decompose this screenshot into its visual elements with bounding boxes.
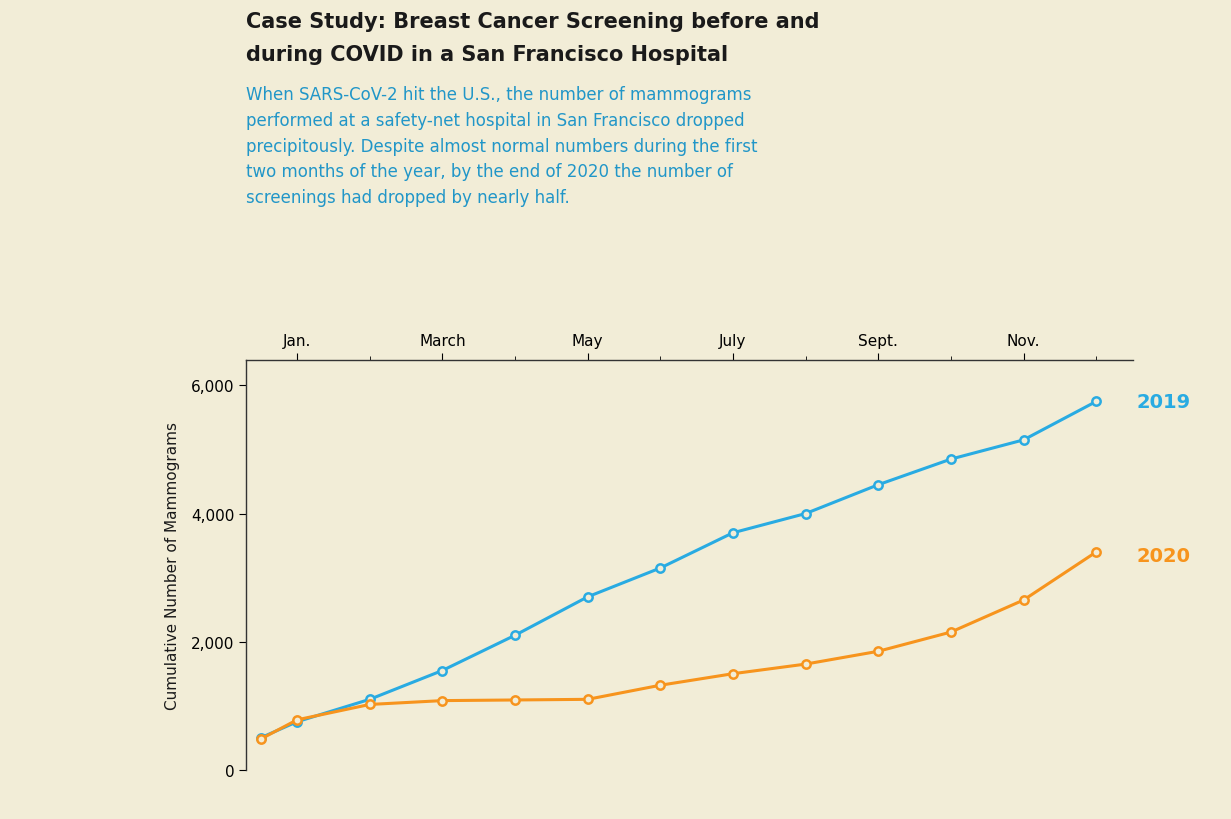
Text: When SARS-CoV-2 hit the U.S., the number of mammograms
performed at a safety-net: When SARS-CoV-2 hit the U.S., the number…: [246, 86, 758, 206]
Text: 2019: 2019: [1136, 392, 1190, 411]
Text: 2020: 2020: [1136, 546, 1190, 565]
Y-axis label: Cumulative Number of Mammograms: Cumulative Number of Mammograms: [165, 421, 180, 709]
Text: during COVID in a San Francisco Hospital: during COVID in a San Francisco Hospital: [246, 45, 729, 65]
Text: Case Study: Breast Cancer Screening before and: Case Study: Breast Cancer Screening befo…: [246, 12, 820, 32]
